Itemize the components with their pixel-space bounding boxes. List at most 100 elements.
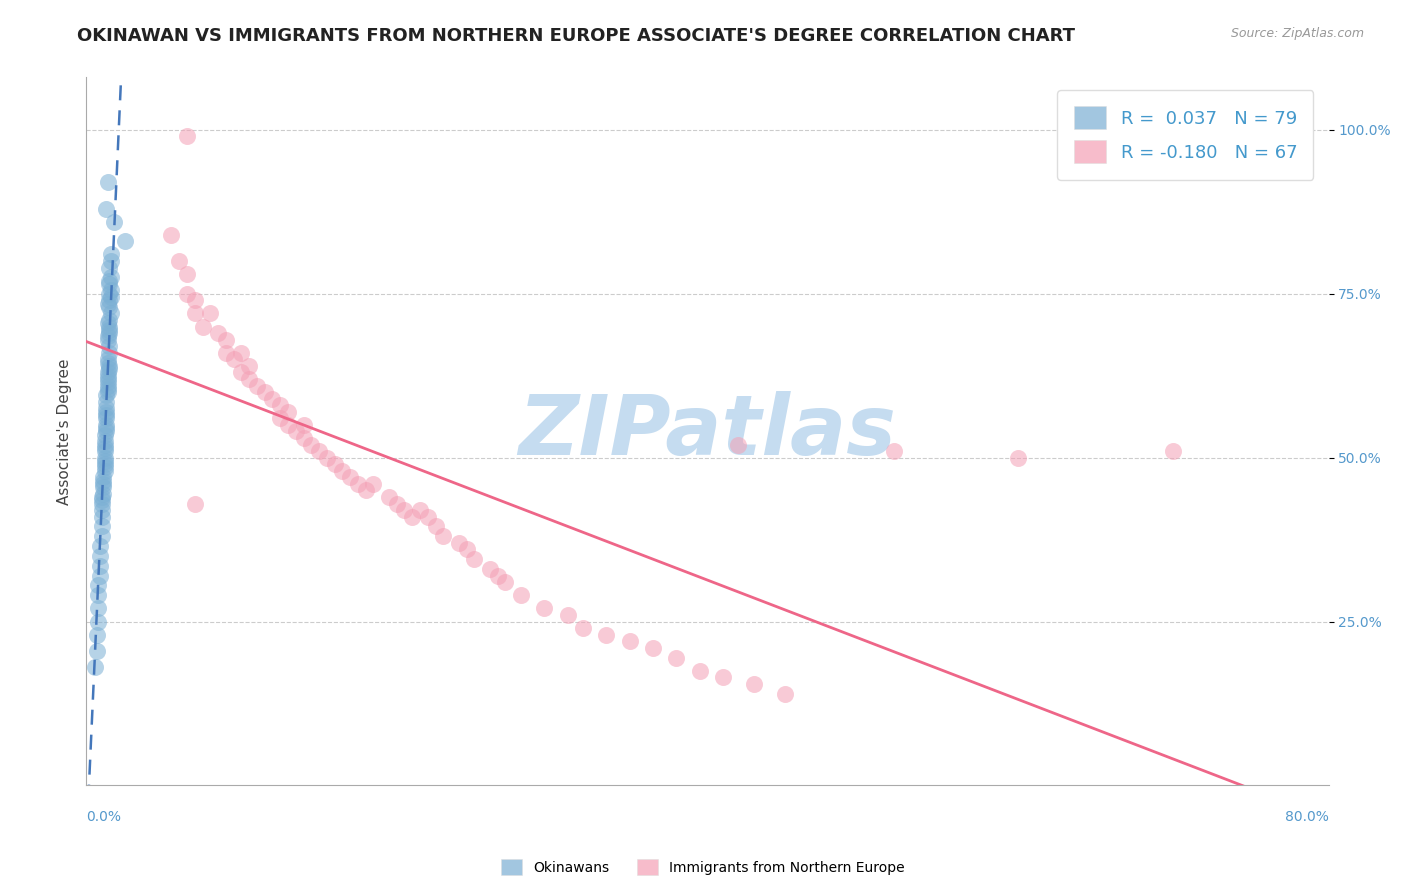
Point — [292, 417, 315, 432]
Point — [160, 227, 183, 242]
Point — [98, 313, 121, 327]
Point — [284, 425, 307, 439]
Point — [98, 319, 121, 334]
Point — [742, 677, 765, 691]
Point — [711, 670, 734, 684]
Point — [478, 562, 501, 576]
Point — [93, 457, 115, 471]
Point — [238, 372, 260, 386]
Point — [572, 621, 595, 635]
Point — [315, 450, 337, 465]
Point — [97, 385, 120, 400]
Point — [84, 660, 107, 674]
Point — [253, 385, 276, 400]
Point — [89, 549, 111, 563]
Point — [87, 601, 110, 615]
Point — [93, 437, 115, 451]
Point — [87, 578, 110, 592]
Point — [93, 454, 115, 468]
Point — [97, 296, 120, 310]
Point — [262, 392, 284, 406]
Point — [91, 470, 114, 484]
Point — [97, 175, 120, 189]
Point — [394, 503, 416, 517]
Legend: R =  0.037   N = 79, R = -0.180   N = 67: R = 0.037 N = 79, R = -0.180 N = 67 — [1057, 90, 1313, 180]
Point — [100, 247, 122, 261]
Point — [114, 235, 136, 249]
Point — [96, 405, 118, 419]
Point — [494, 575, 516, 590]
Point — [191, 319, 214, 334]
Point — [231, 366, 253, 380]
Point — [93, 441, 115, 455]
Point — [98, 300, 121, 314]
Point — [87, 615, 110, 629]
Point — [308, 444, 330, 458]
Point — [97, 372, 120, 386]
Point — [98, 362, 121, 376]
Point — [90, 519, 112, 533]
Point — [97, 333, 120, 347]
Point — [98, 326, 121, 340]
Point — [98, 293, 121, 308]
Point — [89, 558, 111, 573]
Point — [98, 359, 121, 373]
Point — [184, 497, 207, 511]
Point — [100, 306, 122, 320]
Point — [96, 408, 118, 422]
Point — [96, 401, 118, 416]
Point — [215, 345, 238, 359]
Point — [207, 326, 229, 340]
Point — [97, 378, 120, 392]
Point — [96, 425, 118, 439]
Legend: Okinawans, Immigrants from Northern Europe: Okinawans, Immigrants from Northern Euro… — [496, 854, 910, 880]
Point — [91, 476, 114, 491]
Point — [665, 650, 688, 665]
Point — [238, 359, 260, 373]
Point — [97, 382, 120, 396]
Point — [93, 460, 115, 475]
Point — [97, 368, 120, 383]
Point — [86, 644, 108, 658]
Point — [231, 345, 253, 359]
Point — [90, 529, 112, 543]
Point — [93, 444, 115, 458]
Point — [91, 480, 114, 494]
Point — [97, 352, 120, 367]
Point — [100, 254, 122, 268]
Point — [86, 628, 108, 642]
Point — [167, 254, 190, 268]
Point — [184, 306, 207, 320]
Point — [93, 450, 115, 465]
Point — [641, 640, 664, 655]
Point — [98, 274, 121, 288]
Point — [89, 539, 111, 553]
Point — [98, 323, 121, 337]
Point — [727, 437, 749, 451]
Point — [97, 366, 120, 380]
Text: OKINAWAN VS IMMIGRANTS FROM NORTHERN EUROPE ASSOCIATE'S DEGREE CORRELATION CHART: OKINAWAN VS IMMIGRANTS FROM NORTHERN EUR… — [77, 27, 1076, 45]
Y-axis label: Associate's Degree: Associate's Degree — [58, 359, 72, 505]
Point — [90, 509, 112, 524]
Point — [222, 352, 245, 367]
Point — [354, 483, 377, 498]
Point — [89, 568, 111, 582]
Point — [363, 476, 385, 491]
Point — [96, 411, 118, 425]
Point — [277, 417, 299, 432]
Point — [100, 284, 122, 298]
Point — [98, 339, 121, 353]
Point — [425, 519, 447, 533]
Point — [215, 333, 238, 347]
Point — [90, 503, 112, 517]
Point — [176, 129, 198, 144]
Point — [200, 306, 222, 320]
Point — [409, 503, 432, 517]
Point — [96, 395, 118, 409]
Point — [98, 345, 121, 359]
Point — [1163, 444, 1185, 458]
Point — [456, 542, 478, 557]
Text: 80.0%: 80.0% — [1285, 810, 1329, 824]
Point — [432, 529, 454, 543]
Point — [97, 329, 120, 343]
